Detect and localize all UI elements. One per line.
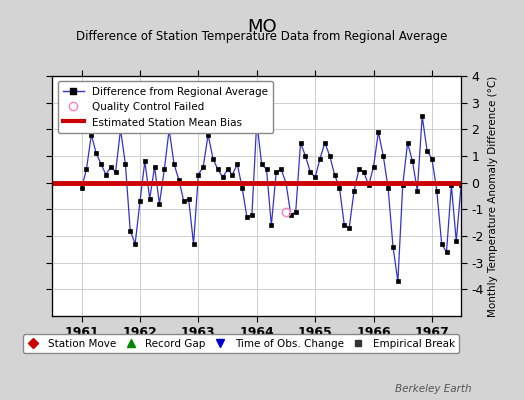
Y-axis label: Monthly Temperature Anomaly Difference (°C): Monthly Temperature Anomaly Difference (… [488,75,498,317]
Text: MO: MO [247,18,277,36]
Text: Berkeley Earth: Berkeley Earth [395,384,472,394]
Text: Difference of Station Temperature Data from Regional Average: Difference of Station Temperature Data f… [77,30,447,43]
Legend: Station Move, Record Gap, Time of Obs. Change, Empirical Break: Station Move, Record Gap, Time of Obs. C… [23,334,459,353]
Legend: Difference from Regional Average, Quality Control Failed, Estimated Station Mean: Difference from Regional Average, Qualit… [58,81,273,133]
